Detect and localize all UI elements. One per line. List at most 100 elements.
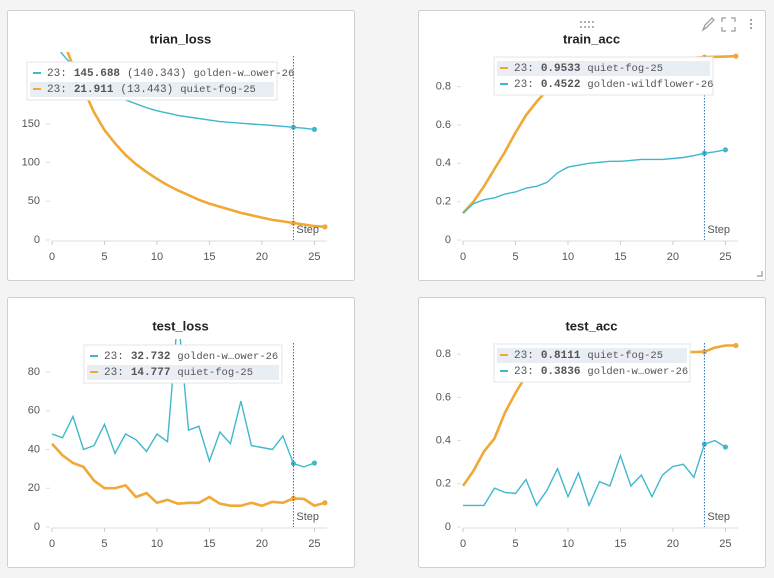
tooltip-entry: 23: 14.777 quiet-fog-25 — [104, 367, 253, 379]
y-tick-label: 0.8 — [436, 348, 451, 360]
point-marker — [322, 500, 328, 506]
x-tick-label: 5 — [101, 538, 107, 550]
tooltip-step: 23: — [47, 84, 67, 96]
x-tick-label: 10 — [151, 538, 163, 550]
series-line — [66, 52, 325, 229]
y-tick-label: 60 — [28, 405, 40, 417]
tooltip-entry: 23: 0.4522 golden-wildflower-26 — [514, 79, 713, 91]
tooltip-value: 0.8111 — [541, 350, 581, 362]
tooltip-row-highlight — [497, 348, 687, 363]
cursor-axis-label: Step — [296, 224, 319, 236]
x-tick-label: 15 — [614, 538, 626, 550]
x-tick-label: 0 — [49, 251, 55, 263]
legend-label: quiet-fog-25 — [587, 350, 663, 362]
point-marker — [290, 495, 297, 501]
point-marker — [722, 444, 729, 450]
tooltip-value: 145.688 — [74, 68, 121, 80]
panel-frame — [7, 10, 355, 281]
point-marker — [290, 124, 297, 130]
legend-label: golden-w…ower-26 — [193, 68, 294, 80]
cursor-axis-label: Step — [707, 511, 730, 523]
y-tick-label: 100 — [22, 157, 40, 169]
chart-title: train_acc — [563, 31, 620, 46]
tooltip-entry: 23: 145.688 (140.343) golden-w…ower-26 — [47, 68, 294, 80]
y-tick-label: 0.4 — [436, 434, 451, 446]
y-tick-label: 0.4 — [436, 157, 451, 169]
y-tick-label: 0 — [445, 234, 451, 246]
cursor-axis-label: Step — [296, 511, 319, 523]
x-tick-label: 0 — [460, 538, 466, 550]
cursor-axis-label: Step — [707, 224, 730, 236]
x-tick-label: 20 — [667, 251, 679, 263]
tooltip-value: 21.911 — [74, 84, 114, 96]
x-tick-label: 5 — [512, 538, 518, 550]
legend-label: golden-w…ower-26 — [177, 351, 278, 363]
x-tick-label: 10 — [151, 251, 163, 263]
x-tick-label: 20 — [667, 538, 679, 550]
y-tick-label: 0.6 — [436, 119, 451, 131]
hover-tooltip: 23: 0.8111 quiet-fog-25 23: 0.3836 golden-w…o… — [493, 343, 691, 383]
tooltip-entry: 23: 0.3836 golden-w…ower-26 — [514, 366, 688, 378]
tooltip-entry: 23: 21.911 (13.443) quiet-fog-25 — [47, 84, 256, 96]
y-tick-label: 0 — [445, 521, 451, 533]
x-tick-label: 10 — [562, 538, 574, 550]
tooltip-entry: 23: 32.732 golden-w…ower-26 — [104, 351, 278, 363]
y-tick-label: 80 — [28, 366, 40, 378]
point-marker — [311, 126, 318, 132]
x-tick-label: 15 — [203, 251, 215, 263]
menu-icon[interactable] — [749, 18, 753, 30]
y-tick-label: 20 — [28, 482, 40, 494]
hover-tooltip: 23: 32.732 golden-w…ower-26 23: 14.777 quiet-… — [83, 344, 283, 384]
x-tick-label: 0 — [460, 251, 466, 263]
tooltip-step: 23: — [104, 367, 124, 379]
tooltip-entry: 23: 0.9533 quiet-fog-25 — [514, 63, 663, 75]
y-tick-label: 0 — [34, 234, 40, 246]
fullscreen-icon[interactable] — [721, 17, 736, 32]
tooltip-step: 23: — [514, 366, 534, 378]
tooltip-entry: 23: 0.8111 quiet-fog-25 — [514, 350, 663, 362]
series-line — [51, 442, 326, 508]
tooltip-row-highlight — [30, 82, 274, 97]
point-marker — [722, 147, 729, 153]
x-tick-label: 5 — [512, 251, 518, 263]
chart-title: trian_loss — [150, 31, 211, 46]
tooltip-row-highlight — [497, 61, 710, 76]
x-tick-label: 20 — [256, 251, 268, 263]
x-tick-label: 10 — [562, 251, 574, 263]
tooltip-value: 0.9533 — [541, 63, 581, 75]
y-tick-label: 150 — [22, 118, 40, 130]
edit-icon[interactable] — [701, 17, 715, 32]
tooltip-step: 23: — [514, 63, 534, 75]
x-tick-label: 15 — [614, 251, 626, 263]
drag-handle[interactable] — [580, 21, 594, 28]
x-tick-label: 25 — [308, 251, 320, 263]
resize-handle[interactable] — [757, 271, 763, 277]
tooltip-raw-value: (140.343) — [127, 68, 186, 80]
tooltip-raw-value: (13.443) — [120, 84, 173, 96]
panel-frame — [418, 10, 766, 281]
x-tick-label: 25 — [308, 538, 320, 550]
x-tick-label: 15 — [203, 538, 215, 550]
point-marker — [701, 349, 708, 355]
tooltip-value: 32.732 — [131, 351, 171, 363]
point-marker — [322, 224, 328, 230]
y-tick-label: 0.6 — [436, 391, 451, 403]
x-tick-label: 20 — [256, 538, 268, 550]
legend-label: golden-w…ower-26 — [587, 366, 688, 378]
legend-label: golden-wildflower-26 — [587, 79, 713, 91]
tooltip-value: 0.3836 — [541, 366, 581, 378]
tooltip-step: 23: — [514, 350, 534, 362]
chart-panel: train_acc 0 0.2 0.4 0.6 0.8 0 5 10 15 20 25 Step 23: 0… — [418, 10, 766, 281]
panel-frame — [418, 297, 766, 568]
x-tick-label: 0 — [49, 538, 55, 550]
x-tick-label: 25 — [719, 251, 731, 263]
y-tick-label: 50 — [28, 195, 40, 207]
point-marker — [290, 220, 297, 226]
chart-panel: test_loss 0 20 40 60 80 0 5 10 15 20 25 Step 23: 32.73… — [7, 297, 355, 568]
chart-panel: trian_loss 0 50 100 150 0 5 10 15 20 25 Step 23: 145.… — [7, 10, 355, 281]
hover-tooltip: 23: 0.9533 quiet-fog-25 23: 0.4522 golden-wil… — [493, 56, 714, 96]
panel-icons — [580, 17, 763, 277]
chart-panel: test_acc 0 0.2 0.4 0.6 0.8 0 5 10 15 20 25 Step 23: 0.… — [418, 297, 766, 568]
tooltip-step: 23: — [514, 79, 534, 91]
chart-title: test_loss — [152, 318, 208, 333]
